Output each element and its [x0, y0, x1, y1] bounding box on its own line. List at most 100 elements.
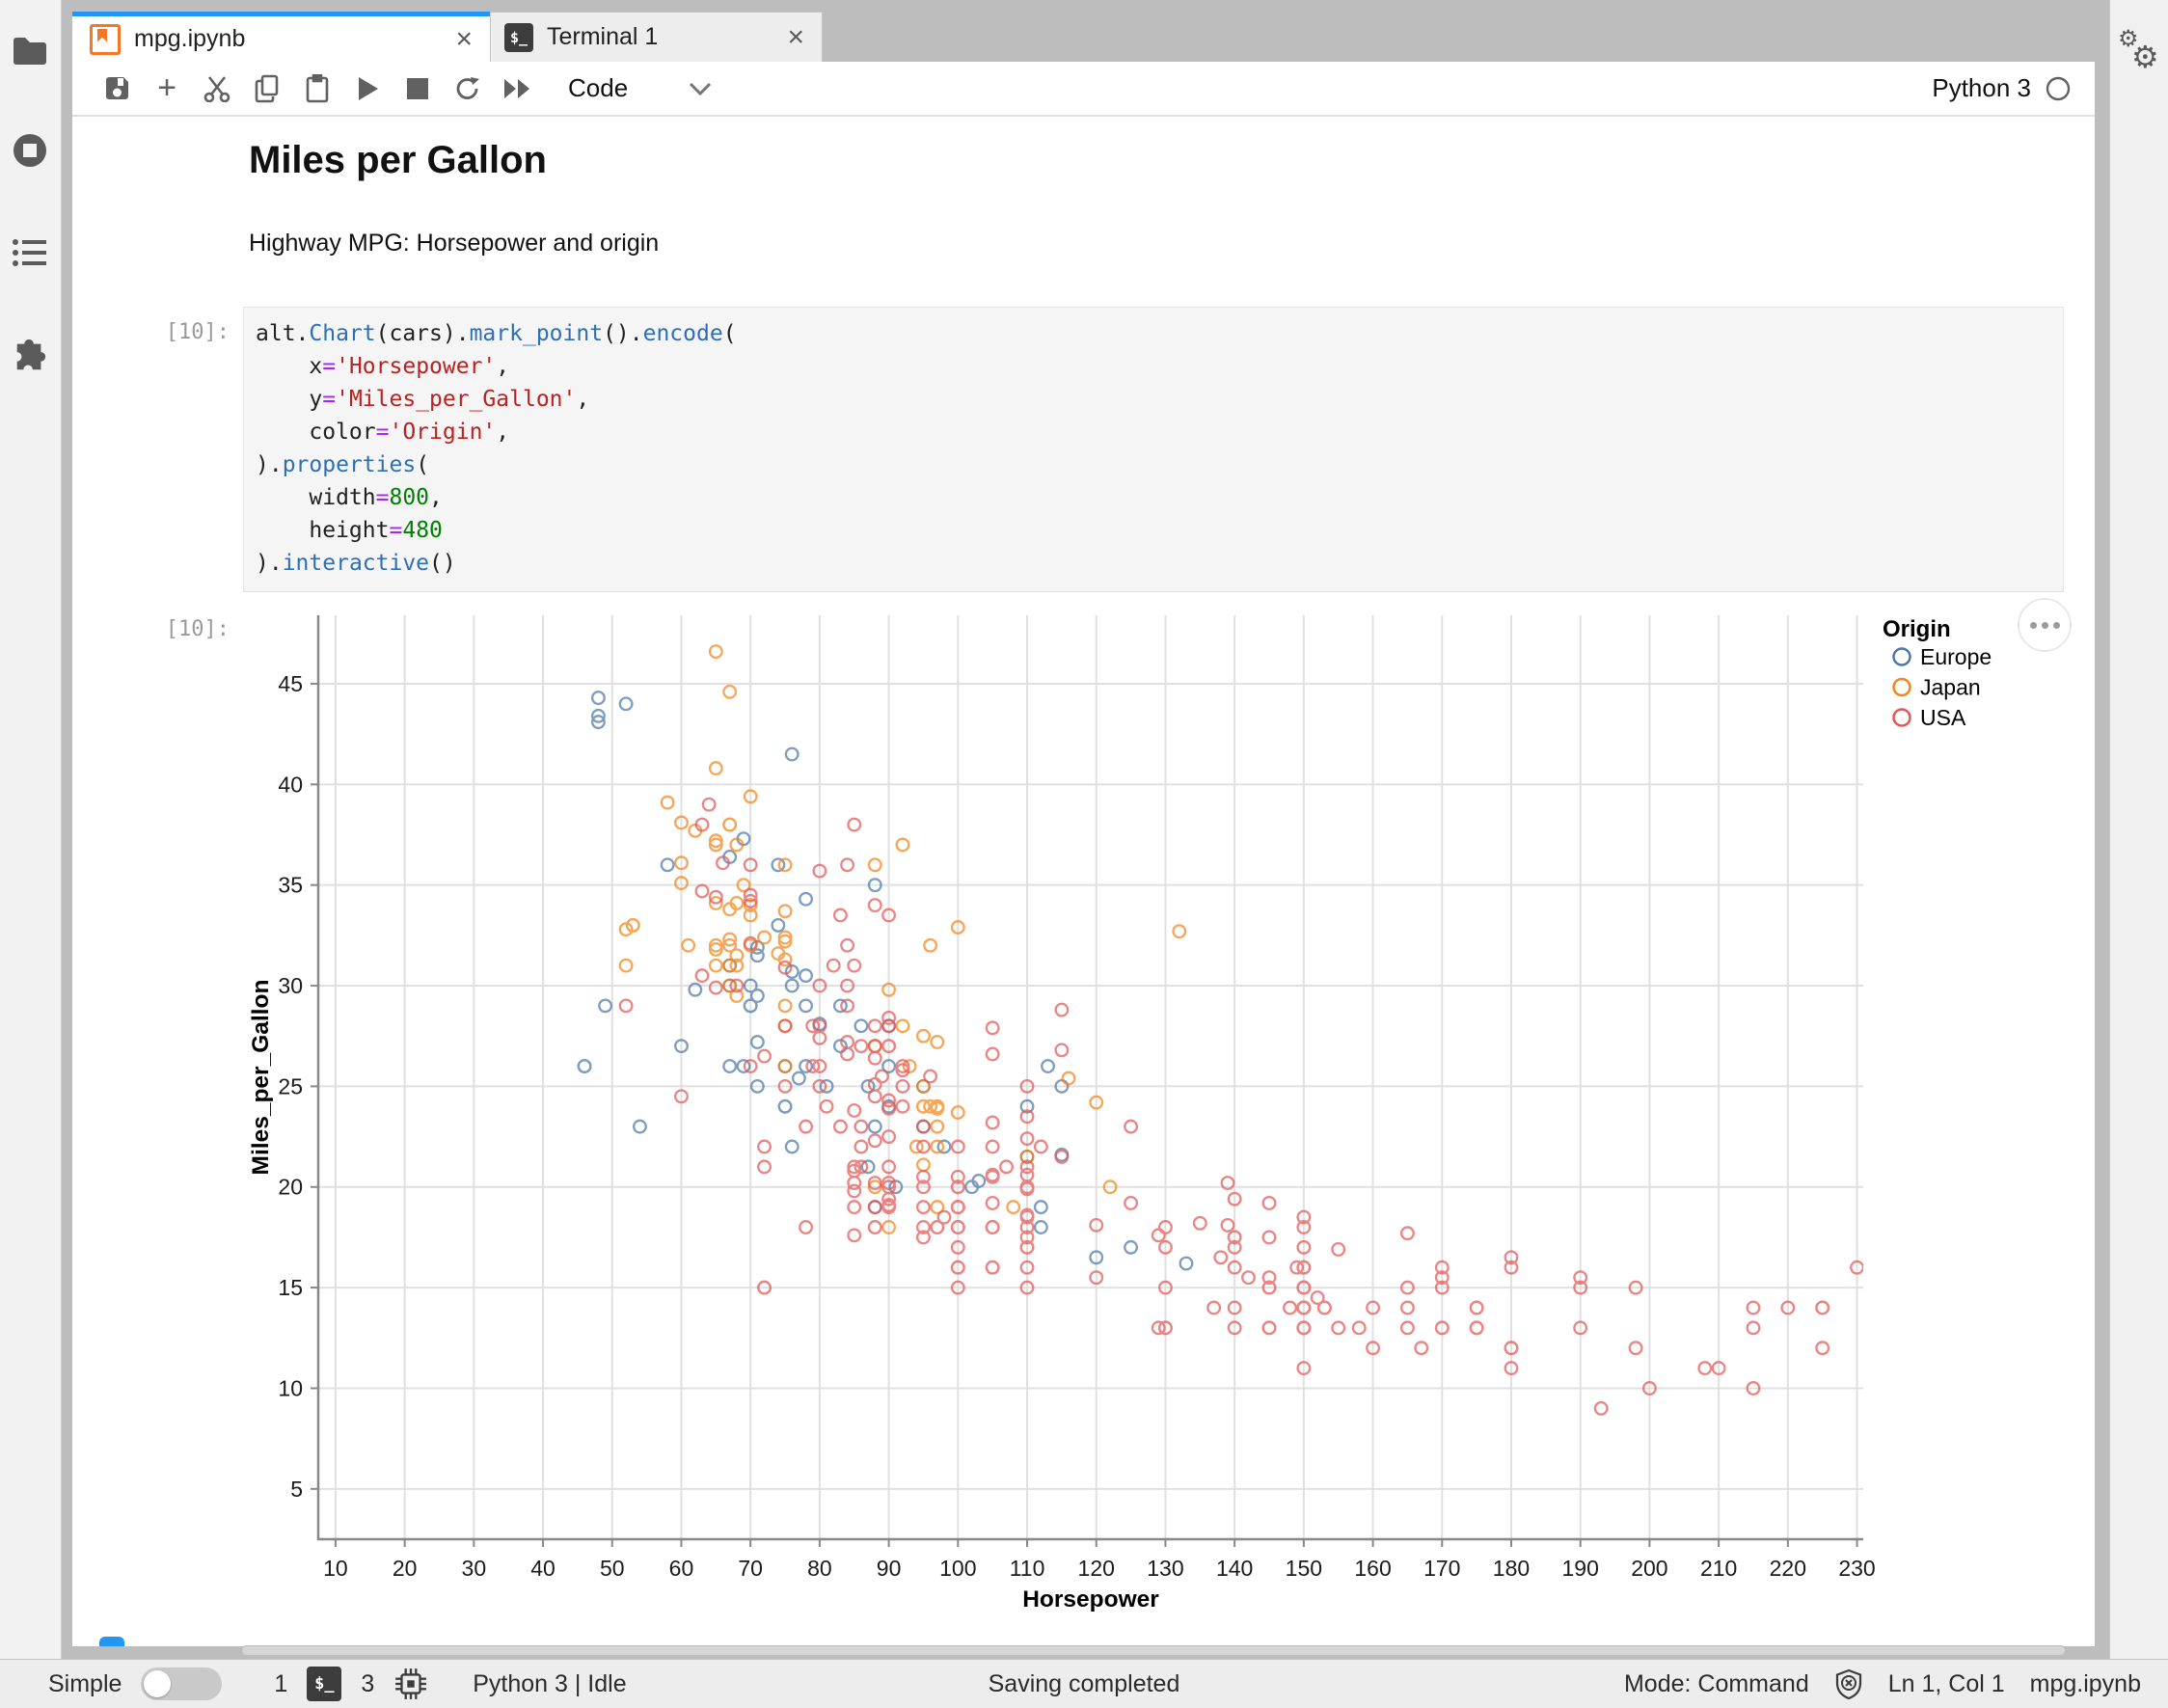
x-tick-label: 70: [738, 1556, 763, 1581]
notebook-toolbar: + Code Python 3: [72, 62, 2095, 117]
y-tick-label: 20: [278, 1175, 303, 1200]
close-tab-icon[interactable]: ×: [455, 22, 473, 55]
terminal-count: 1: [274, 1669, 288, 1697]
status-message: Saving completed: [988, 1669, 1180, 1697]
file-browser-icon[interactable]: [11, 32, 49, 70]
gridlines: [318, 615, 1863, 1539]
x-tick-label: 130: [1147, 1556, 1183, 1581]
legend-title: Origin: [1883, 616, 1951, 642]
y-tick-label: 25: [278, 1073, 303, 1098]
tab-terminal-1[interactable]: $_ Terminal 1 ×: [490, 12, 823, 62]
x-tick-label: 40: [530, 1556, 556, 1581]
legend-symbol: [1892, 708, 1911, 727]
command-mode-indicator[interactable]: Mode: Command: [1623, 1669, 1809, 1697]
extensions-icon[interactable]: [11, 336, 49, 374]
legend-symbol: [1892, 647, 1911, 666]
legend-symbol: [1892, 677, 1911, 697]
kernel-indicator[interactable]: Python 3: [1932, 73, 2072, 103]
simple-mode-label: Simple: [48, 1669, 122, 1697]
x-tick-label: 190: [1562, 1556, 1599, 1581]
x-tick-label: 110: [1010, 1556, 1045, 1581]
mpg-scatter-chart[interactable]: 10 20 30 40 50 60 70 80 90 100 110 120 130 140 150 160 1…: [231, 588, 2083, 1640]
tab-label: mpg.ipynb: [134, 25, 246, 52]
x-tick-label: 90: [877, 1556, 902, 1581]
y-tick-label: 35: [278, 873, 303, 898]
vega-actions-button[interactable]: [2018, 598, 2072, 652]
kernel-status-icon: [2046, 76, 2071, 100]
terminal-icon: $_: [504, 22, 533, 52]
series-Europe: [577, 691, 1194, 1271]
table-of-contents-icon[interactable]: [11, 233, 49, 272]
x-tick-label: 210: [1700, 1556, 1737, 1581]
series-USA: [618, 797, 1863, 1416]
horizontal-scrollbar[interactable]: [241, 1645, 2066, 1656]
x-tick-label: 140: [1216, 1556, 1253, 1581]
legend-label: Japan: [1920, 675, 1981, 700]
x-tick-label: 220: [1770, 1556, 1806, 1581]
y-tick-label: 45: [278, 671, 303, 696]
series-Japan: [618, 644, 1187, 1234]
insert-cell-button[interactable]: +: [157, 69, 176, 106]
x-tick-label: 80: [807, 1556, 832, 1581]
cell-type-value: Code: [568, 73, 629, 102]
status-bar: Simple 1 $_ 3 Python 3 | Idle Saving com…: [0, 1659, 2168, 1708]
x-tick-label: 50: [600, 1556, 625, 1581]
code-cell-editor[interactable]: alt.Chart(cars).mark_point().encode( x='…: [243, 307, 2064, 592]
terminal-count-icon[interactable]: $_: [307, 1667, 342, 1701]
y-tick-label: 15: [278, 1275, 303, 1300]
markdown-heading: Miles per Gallon: [249, 139, 547, 181]
x-tick-label: 30: [462, 1556, 487, 1581]
x-tick-label: 120: [1078, 1556, 1115, 1581]
output-prompt: [10]:: [165, 617, 230, 641]
x-tick-label: 20: [393, 1556, 418, 1581]
save-button[interactable]: [92, 69, 142, 108]
simple-mode-toggle[interactable]: [141, 1667, 223, 1700]
x-tick-label: 60: [669, 1556, 694, 1581]
cursor-position[interactable]: Ln 1, Col 1: [1887, 1669, 2005, 1697]
run-cell-button[interactable]: [342, 69, 393, 108]
x-tick-label: 170: [1423, 1556, 1460, 1581]
x-tick-label: 200: [1631, 1556, 1667, 1581]
cut-cells-button[interactable]: [192, 69, 242, 108]
kernel-status-text[interactable]: Python 3 | Idle: [473, 1669, 627, 1697]
property-inspector-gears-icon[interactable]: ⚙ ⚙: [2118, 25, 2159, 75]
notebook-icon: [90, 23, 121, 55]
kernel-count-chip-icon[interactable]: [393, 1667, 428, 1701]
legend-label: USA: [1920, 705, 1966, 730]
legend-label: Europe: [1920, 644, 1992, 669]
y-axis-title: Miles_per_Gallon: [248, 980, 274, 1176]
axes: 10 20 30 40 50 60 70 80 90 100 110 120 130 140 150 160 1…: [248, 615, 1876, 1613]
markdown-paragraph: Highway MPG: Horsepower and origin: [249, 230, 660, 257]
x-tick-label: 100: [939, 1556, 976, 1581]
x-tick-label: 150: [1286, 1556, 1322, 1581]
x-tick-label: 230: [1838, 1556, 1875, 1581]
statusbar-filename: mpg.ipynb: [2029, 1669, 2141, 1697]
tab-label: Terminal 1: [547, 23, 659, 50]
tab-mpg-ipynb[interactable]: mpg.ipynb ×: [72, 12, 490, 62]
y-tick-label: 5: [290, 1477, 303, 1502]
run-all-cells-button[interactable]: [493, 69, 543, 108]
x-tick-label: 10: [323, 1556, 348, 1581]
x-tick-label: 160: [1354, 1556, 1391, 1581]
kernel-count: 3: [361, 1669, 375, 1697]
restart-kernel-button[interactable]: [443, 69, 493, 108]
x-axis-title: Horsepower: [1022, 1586, 1159, 1613]
y-tick-label: 10: [278, 1375, 303, 1400]
x-tick-label: 180: [1493, 1556, 1530, 1581]
stop-kernel-button[interactable]: [393, 69, 443, 108]
input-prompt: [10]:: [165, 320, 230, 344]
y-tick-label: 40: [278, 772, 303, 797]
trust-shield-icon[interactable]: [1834, 1668, 1863, 1699]
data-points: [577, 644, 1863, 1416]
paste-cells-button[interactable]: [292, 69, 342, 108]
notebook-panel: + Code Python 3 Miles per: [72, 62, 2095, 1646]
running-kernels-icon[interactable]: [11, 131, 49, 170]
kernel-name: Python 3: [1932, 73, 2031, 102]
right-sidebar: ⚙ ⚙: [2109, 0, 2168, 1659]
close-tab-icon[interactable]: ×: [787, 20, 804, 53]
copy-cells-button[interactable]: [242, 69, 292, 108]
cell-collapser-nub[interactable]: [99, 1637, 124, 1646]
cell-type-dropdown[interactable]: Code: [568, 73, 713, 103]
